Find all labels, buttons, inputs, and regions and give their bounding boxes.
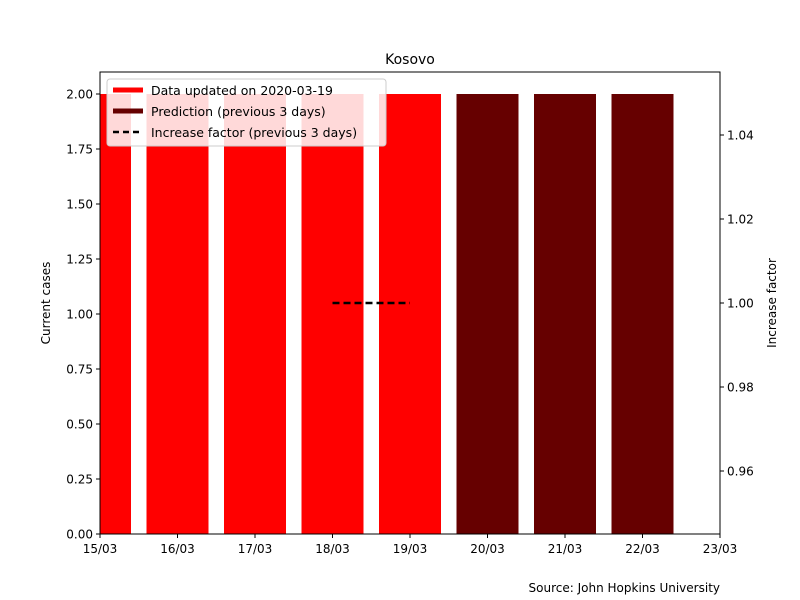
bar-data-17-03 [224,94,286,534]
y2-tick-label: 1.02 [727,213,754,227]
legend-label-data: Data updated on 2020-03-19 [151,83,333,98]
y-tick-label: 1.00 [66,308,93,322]
x-axis: 15/03 16/03 17/03 18/03 19/03 20/03 21/03 22/03… [83,534,738,556]
y-axis-label: Current cases [39,262,53,345]
x-tick-label: 18/03 [315,542,350,556]
bar-group [100,94,674,534]
y-axis-left: 0.00 0.25 0.50 0.75 1.00 1.25 1.50 1.75 2.00 [66,88,100,542]
y2-tick-label: 1.00 [727,297,754,311]
x-tick-label: 23/03 [703,542,738,556]
legend: Data updated on 2020-03-19 Prediction (p… [106,78,387,147]
y-tick-label: 0.00 [66,528,93,542]
y2-axis-label: Increase factor [765,258,779,348]
y2-tick-label: 0.96 [727,465,754,479]
bar-prediction-20-03 [456,94,519,534]
legend-frame [106,78,387,147]
y-tick-label: 0.50 [66,418,93,432]
source-note: Source: John Hopkins University [529,581,720,595]
y-tick-label: 0.25 [66,473,93,487]
bar-data-18-03 [301,94,364,534]
y-tick-label: 0.75 [66,363,93,377]
bar-data-16-03 [146,94,209,534]
x-tick-label: 22/03 [625,542,660,556]
y2-tick-label: 0.98 [727,381,754,395]
bar-data-19-03 [379,94,441,534]
x-tick-label: 15/03 [83,542,118,556]
y-tick-label: 1.75 [66,143,93,157]
y-tick-label: 1.25 [66,253,93,267]
bar-prediction-21-03 [534,94,596,534]
x-tick-label: 17/03 [238,542,273,556]
x-tick-label: 16/03 [160,542,195,556]
bar-prediction-22-03 [611,94,674,534]
x-tick-label: 20/03 [470,542,505,556]
x-tick-label: 21/03 [548,542,583,556]
x-tick-label: 19/03 [393,542,428,556]
legend-label-prediction: Prediction (previous 3 days) [151,104,326,119]
y-axis-right: 0.96 0.98 1.00 1.02 1.04 [720,129,754,479]
y-tick-label: 1.50 [66,198,93,212]
chart-title: Kosovo [385,52,435,68]
legend-label-increase-factor: Increase factor (previous 3 days) [151,125,357,140]
y-tick-label: 2.00 [66,88,93,102]
bar-data-15-03 [100,94,131,534]
y2-tick-label: 1.04 [727,129,754,143]
